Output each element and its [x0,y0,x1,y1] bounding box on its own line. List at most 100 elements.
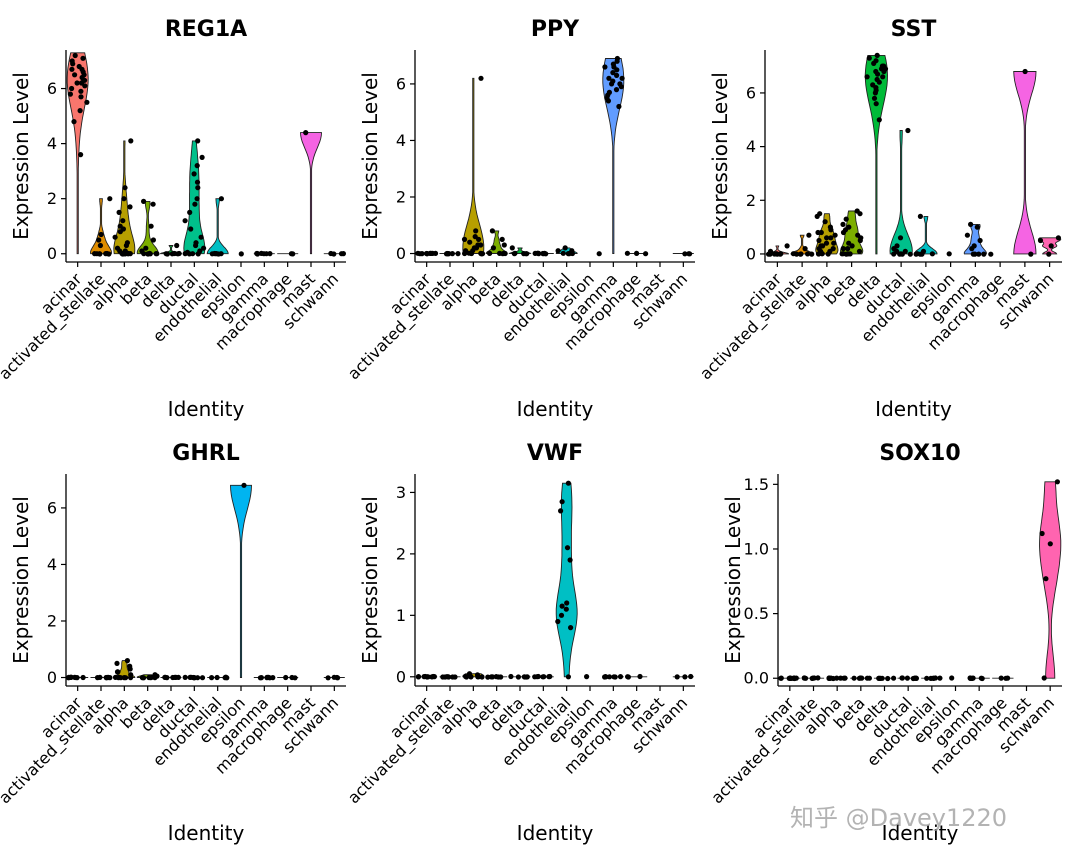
data-point [806,232,812,238]
data-point [617,81,623,87]
data-point [1037,237,1044,244]
data-point [193,242,199,249]
data-point [778,675,784,681]
data-point [873,87,879,93]
data-point [501,250,507,256]
y-tick-label: 6 [396,74,406,93]
data-point [187,209,193,215]
data-point [72,674,78,680]
data-point [871,95,878,101]
data-point [978,675,984,681]
violin-mast [300,132,322,255]
data-point [114,245,121,251]
data-point [498,674,504,680]
data-point [471,245,477,251]
data-point [555,248,561,254]
data-point [463,674,470,680]
y-axis-label: Expression Level [358,496,382,664]
data-point [94,675,101,681]
data-point [880,74,886,80]
data-point [929,251,936,257]
data-point [472,234,478,240]
data-point [116,209,122,215]
data-point [1054,479,1060,485]
data-point [772,251,779,257]
data-point [856,248,863,254]
data-point [866,675,873,681]
data-point [195,138,201,144]
data-point [791,675,798,682]
data-point [534,674,540,680]
data-point [74,80,80,86]
data-point [827,224,834,230]
violin-acinar [66,52,89,255]
data-point [816,237,822,244]
data-point [614,55,621,62]
y-tick-label: 3 [396,483,406,502]
data-point [604,95,610,101]
data-point [1022,68,1028,75]
data-point [969,675,975,681]
data-point [828,235,834,241]
data-point [790,251,797,257]
x-axis-label: Identity [517,397,594,421]
data-point [624,250,631,256]
panel-sox10: SOX10 Expression Level Identity 0.0 0.5 1.0 1.… [707,441,1062,845]
data-point [876,675,882,681]
data-point [559,603,565,609]
data-point [194,179,201,185]
data-point [818,229,824,236]
y-tick-label: 2 [396,544,406,563]
y-tick-label: 2 [396,187,406,206]
data-point [831,240,837,246]
data-point [827,248,833,254]
data-point [976,251,982,257]
data-point [643,251,649,257]
data-point [143,245,149,251]
data-point [78,94,84,100]
data-point [558,508,564,514]
data-point [147,251,153,257]
data-point [107,196,113,202]
data-point [611,674,617,680]
panel-title: SST [891,17,937,42]
data-point [288,251,294,257]
data-point [614,72,620,78]
data-point [930,675,936,681]
data-point [826,675,832,681]
data-point [303,130,309,136]
data-point [182,674,188,681]
data-point [1041,675,1047,681]
data-point [194,163,200,169]
data-point [874,52,880,59]
data-point [567,557,573,563]
data-point [215,251,222,257]
violin-activated_stellate [790,234,815,255]
panel-title: SOX10 [879,441,960,466]
data-point [838,675,844,681]
data-point [78,88,84,94]
data-point [77,108,83,114]
data-point [254,250,260,257]
data-point [873,68,879,75]
data-point [182,218,188,224]
data-point [625,674,631,680]
data-point [84,99,90,105]
y-tick-label: 2 [47,189,57,208]
data-point [508,673,514,680]
data-point [501,242,507,248]
data-point [188,226,194,232]
data-point [602,64,608,70]
data-point [92,251,98,257]
data-point [487,250,493,256]
y-tick-label: 6 [47,79,57,98]
data-point [809,251,815,257]
data-point [912,675,918,681]
data-point [78,152,84,158]
data-point [139,248,145,254]
data-point [854,208,860,214]
y-tick-label: 4 [47,555,57,574]
data-point [815,675,821,681]
data-point [1028,251,1034,257]
